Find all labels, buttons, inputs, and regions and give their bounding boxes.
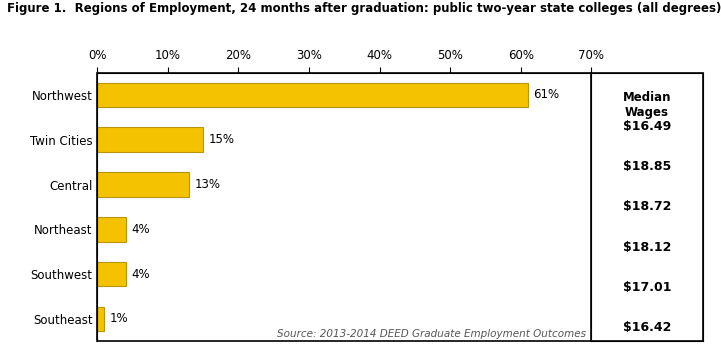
Text: 61%: 61% — [534, 89, 559, 102]
Text: 4%: 4% — [131, 268, 150, 281]
Bar — [97, 83, 528, 107]
Text: 1%: 1% — [110, 312, 128, 325]
Text: $18.85: $18.85 — [623, 160, 671, 173]
Bar — [97, 217, 125, 242]
Bar — [97, 127, 203, 152]
Bar — [97, 262, 125, 286]
Bar — [97, 306, 105, 331]
Text: $16.49: $16.49 — [623, 120, 671, 133]
Text: Median
Wages: Median Wages — [623, 91, 671, 119]
Text: $18.72: $18.72 — [623, 200, 671, 213]
Text: $16.42: $16.42 — [623, 321, 671, 334]
Text: $18.12: $18.12 — [623, 241, 671, 254]
Text: Figure 1.  Regions of Employment, 24 months after graduation: public two-year st: Figure 1. Regions of Employment, 24 mont… — [7, 2, 721, 15]
Text: 15%: 15% — [209, 133, 235, 146]
Bar — [97, 172, 189, 197]
Text: Source: 2013-2014 DEED Graduate Employment Outcomes: Source: 2013-2014 DEED Graduate Employme… — [278, 329, 586, 339]
Text: $17.01: $17.01 — [623, 281, 671, 294]
Text: 13%: 13% — [195, 178, 221, 191]
Text: 4%: 4% — [131, 223, 150, 236]
